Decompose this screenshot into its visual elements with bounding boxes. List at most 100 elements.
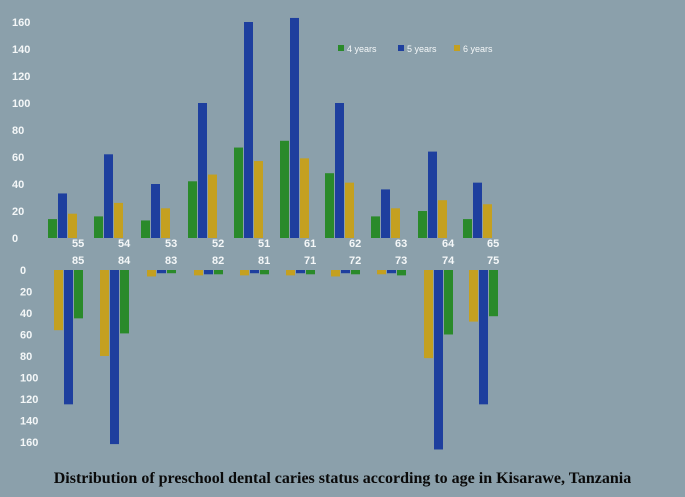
lower-bar-84-6-years	[100, 270, 109, 356]
lower-tick-label: 20	[20, 286, 32, 298]
upper-tick-label: 20	[12, 206, 24, 218]
upper-bar-54-6-years	[114, 202, 123, 238]
lower-bar-73-4-years	[397, 270, 406, 276]
upper-bar-53-5-years	[151, 184, 160, 238]
lower-category-85: 85	[72, 255, 84, 267]
upper-category-55: 55	[72, 238, 84, 250]
lower-tick-label: 40	[20, 308, 32, 320]
lower-tick-label: 120	[20, 394, 38, 406]
upper-tick-label: 160	[12, 17, 30, 29]
lower-bar-74-6-years	[424, 270, 433, 359]
lower-category-83: 83	[165, 255, 177, 267]
upper-bar-52-5-years	[198, 103, 207, 238]
upper-bar-63-5-years	[381, 189, 390, 238]
upper-tick-label: 40	[12, 179, 24, 191]
lower-bar-73-6-years	[377, 270, 386, 275]
lower-bar-83-5-years	[157, 270, 166, 274]
lower-category-74: 74	[442, 255, 455, 267]
upper-category-65: 65	[487, 238, 499, 250]
upper-tick-label: 100	[12, 98, 30, 110]
upper-bar-65-6-years	[483, 204, 492, 238]
legend-swatch-6-years	[454, 45, 460, 51]
lower-bar-81-6-years	[240, 270, 249, 276]
upper-bar-51-5-years	[244, 22, 253, 238]
upper-bar-65-5-years	[473, 182, 482, 238]
upper-bar-63-4-years	[371, 216, 380, 238]
upper-bar-51-6-years	[254, 161, 263, 238]
upper-bar-61-5-years	[290, 17, 299, 239]
upper-category-61: 61	[304, 238, 316, 250]
lower-bar-74-5-years	[434, 270, 443, 450]
lower-bar-81-5-years	[250, 270, 259, 274]
upper-bar-52-4-years	[188, 181, 197, 238]
lower-y-axis: 0 20 40 60 80 100 120 140 160	[20, 265, 38, 449]
upper-bar-55-5-years	[58, 193, 67, 238]
lower-category-84: 84	[118, 255, 131, 267]
upper-bar-61-6-years	[300, 158, 309, 238]
lower-category-71: 71	[304, 255, 316, 267]
lower-bar-75-5-years	[479, 270, 488, 405]
upper-bar-53-6-years	[161, 208, 170, 238]
upper-bar-61-4-years	[280, 140, 289, 238]
lower-category-75: 75	[487, 255, 499, 267]
lower-category-72: 72	[349, 255, 361, 267]
upper-category-63: 63	[395, 238, 407, 250]
upper-bars	[48, 17, 492, 239]
upper-category-53: 53	[165, 238, 177, 250]
legend-label-5-years: 5 years	[407, 44, 437, 54]
lower-tick-label: 60	[20, 329, 32, 341]
lower-bar-74-4-years	[444, 270, 453, 335]
lower-bar-82-5-years	[204, 270, 213, 275]
lower-bar-85-4-years	[74, 270, 83, 319]
upper-y-axis: 0 20 40 60 80 100 120 140 160	[12, 17, 30, 245]
lower-bar-72-5-years	[341, 270, 350, 274]
lower-tick-label: 100	[20, 372, 38, 384]
upper-bar-55-6-years	[68, 213, 77, 238]
upper-bar-64-6-years	[438, 200, 447, 238]
lower-bar-84-5-years	[110, 270, 119, 445]
upper-bar-65-4-years	[463, 219, 472, 238]
upper-bar-54-4-years	[94, 216, 103, 238]
upper-bar-54-5-years	[104, 154, 113, 238]
lower-tick-label: 140	[20, 415, 38, 427]
lower-tick-label: 0	[20, 265, 26, 277]
lower-bar-72-6-years	[331, 270, 340, 277]
upper-bar-62-4-years	[325, 173, 334, 238]
lower-bar-85-5-years	[64, 270, 73, 405]
upper-bar-51-4-years	[234, 147, 243, 238]
upper-tick-label: 140	[12, 44, 30, 56]
upper-bar-62-6-years	[345, 182, 354, 238]
upper-bar-52-6-years	[208, 174, 217, 238]
lower-bar-71-5-years	[296, 270, 305, 274]
lower-bar-83-4-years	[167, 270, 176, 274]
legend-swatch-4-years	[338, 45, 344, 51]
upper-category-54: 54	[118, 238, 131, 250]
legend: 4 years 5 years 6 years	[338, 44, 493, 54]
lower-bars	[54, 270, 498, 450]
legend-label-4-years: 4 years	[347, 44, 377, 54]
upper-tick-label: 0	[12, 233, 18, 245]
upper-bar-63-6-years	[391, 208, 400, 238]
upper-bar-53-4-years	[141, 220, 150, 238]
lower-bar-81-4-years	[260, 270, 269, 275]
lower-bar-82-4-years	[214, 270, 223, 275]
upper-tick-label: 80	[12, 125, 24, 137]
upper-bar-64-5-years	[428, 151, 437, 238]
lower-category-82: 82	[212, 255, 224, 267]
lower-bar-83-6-years	[147, 270, 156, 277]
upper-tick-label: 60	[12, 152, 24, 164]
lower-bar-71-6-years	[286, 270, 295, 276]
upper-category-52: 52	[212, 238, 224, 250]
lower-bar-75-4-years	[489, 270, 498, 317]
upper-category-51: 51	[258, 238, 270, 250]
lower-bar-82-6-years	[194, 270, 203, 276]
lower-tick-label: 80	[20, 351, 32, 363]
upper-category-64: 64	[442, 238, 455, 250]
legend-label-6-years: 6 years	[463, 44, 493, 54]
upper-bar-64-4-years	[418, 211, 427, 238]
lower-bar-71-4-years	[306, 270, 315, 275]
upper-tick-label: 120	[12, 71, 30, 83]
lower-category-73: 73	[395, 255, 407, 267]
